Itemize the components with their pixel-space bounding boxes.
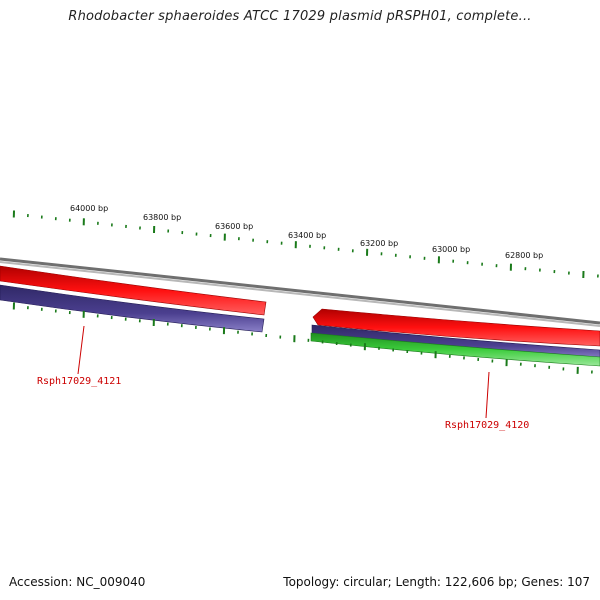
- inner-ruler: [12, 302, 593, 374]
- summary-text: Topology: circular; Length: 122,606 bp; …: [283, 575, 590, 589]
- gene-rsph17029-4121-feature[interactable]: [0, 284, 265, 333]
- accession-text: Accession: NC_009040: [9, 575, 146, 589]
- gene-label-rsph17029-4121[interactable]: Rsph17029_4121: [37, 376, 121, 387]
- tick-label: 63600 bp: [215, 222, 253, 231]
- map-title: Rhodobacter sphaeroides ATCC 17029 plasm…: [68, 9, 532, 24]
- tick-label: 63400 bp: [288, 231, 326, 240]
- gene-rsph17029-4121-forward-feature[interactable]: [0, 265, 267, 316]
- tick-label: 64000 bp: [70, 204, 108, 213]
- callout-line-rsph17029-4120: [485, 371, 490, 419]
- tick-labels: 64000 bp 63800 bp 63600 bp 63400 bp 6320…: [70, 204, 543, 260]
- gene-label-rsph17029-4120[interactable]: Rsph17029_4120: [445, 420, 529, 431]
- callout-line-rsph17029-4121: [77, 325, 85, 375]
- tick-label: 63000 bp: [432, 245, 470, 254]
- tick-label: 63800 bp: [143, 213, 181, 222]
- backbone-track: [0, 257, 600, 325]
- tick-label: 63200 bp: [360, 239, 398, 248]
- tick-label: 62800 bp: [505, 251, 543, 260]
- outer-ruler: [12, 210, 599, 279]
